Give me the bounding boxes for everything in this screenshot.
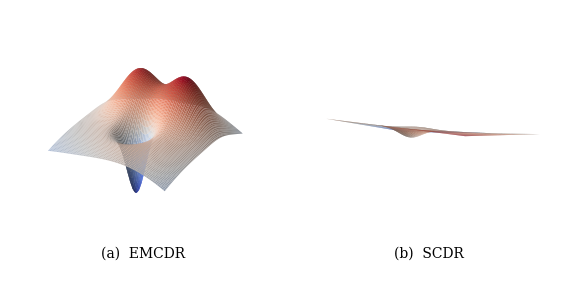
- Text: (a)  EMCDR: (a) EMCDR: [101, 246, 185, 260]
- Text: (b)  SCDR: (b) SCDR: [394, 246, 464, 260]
